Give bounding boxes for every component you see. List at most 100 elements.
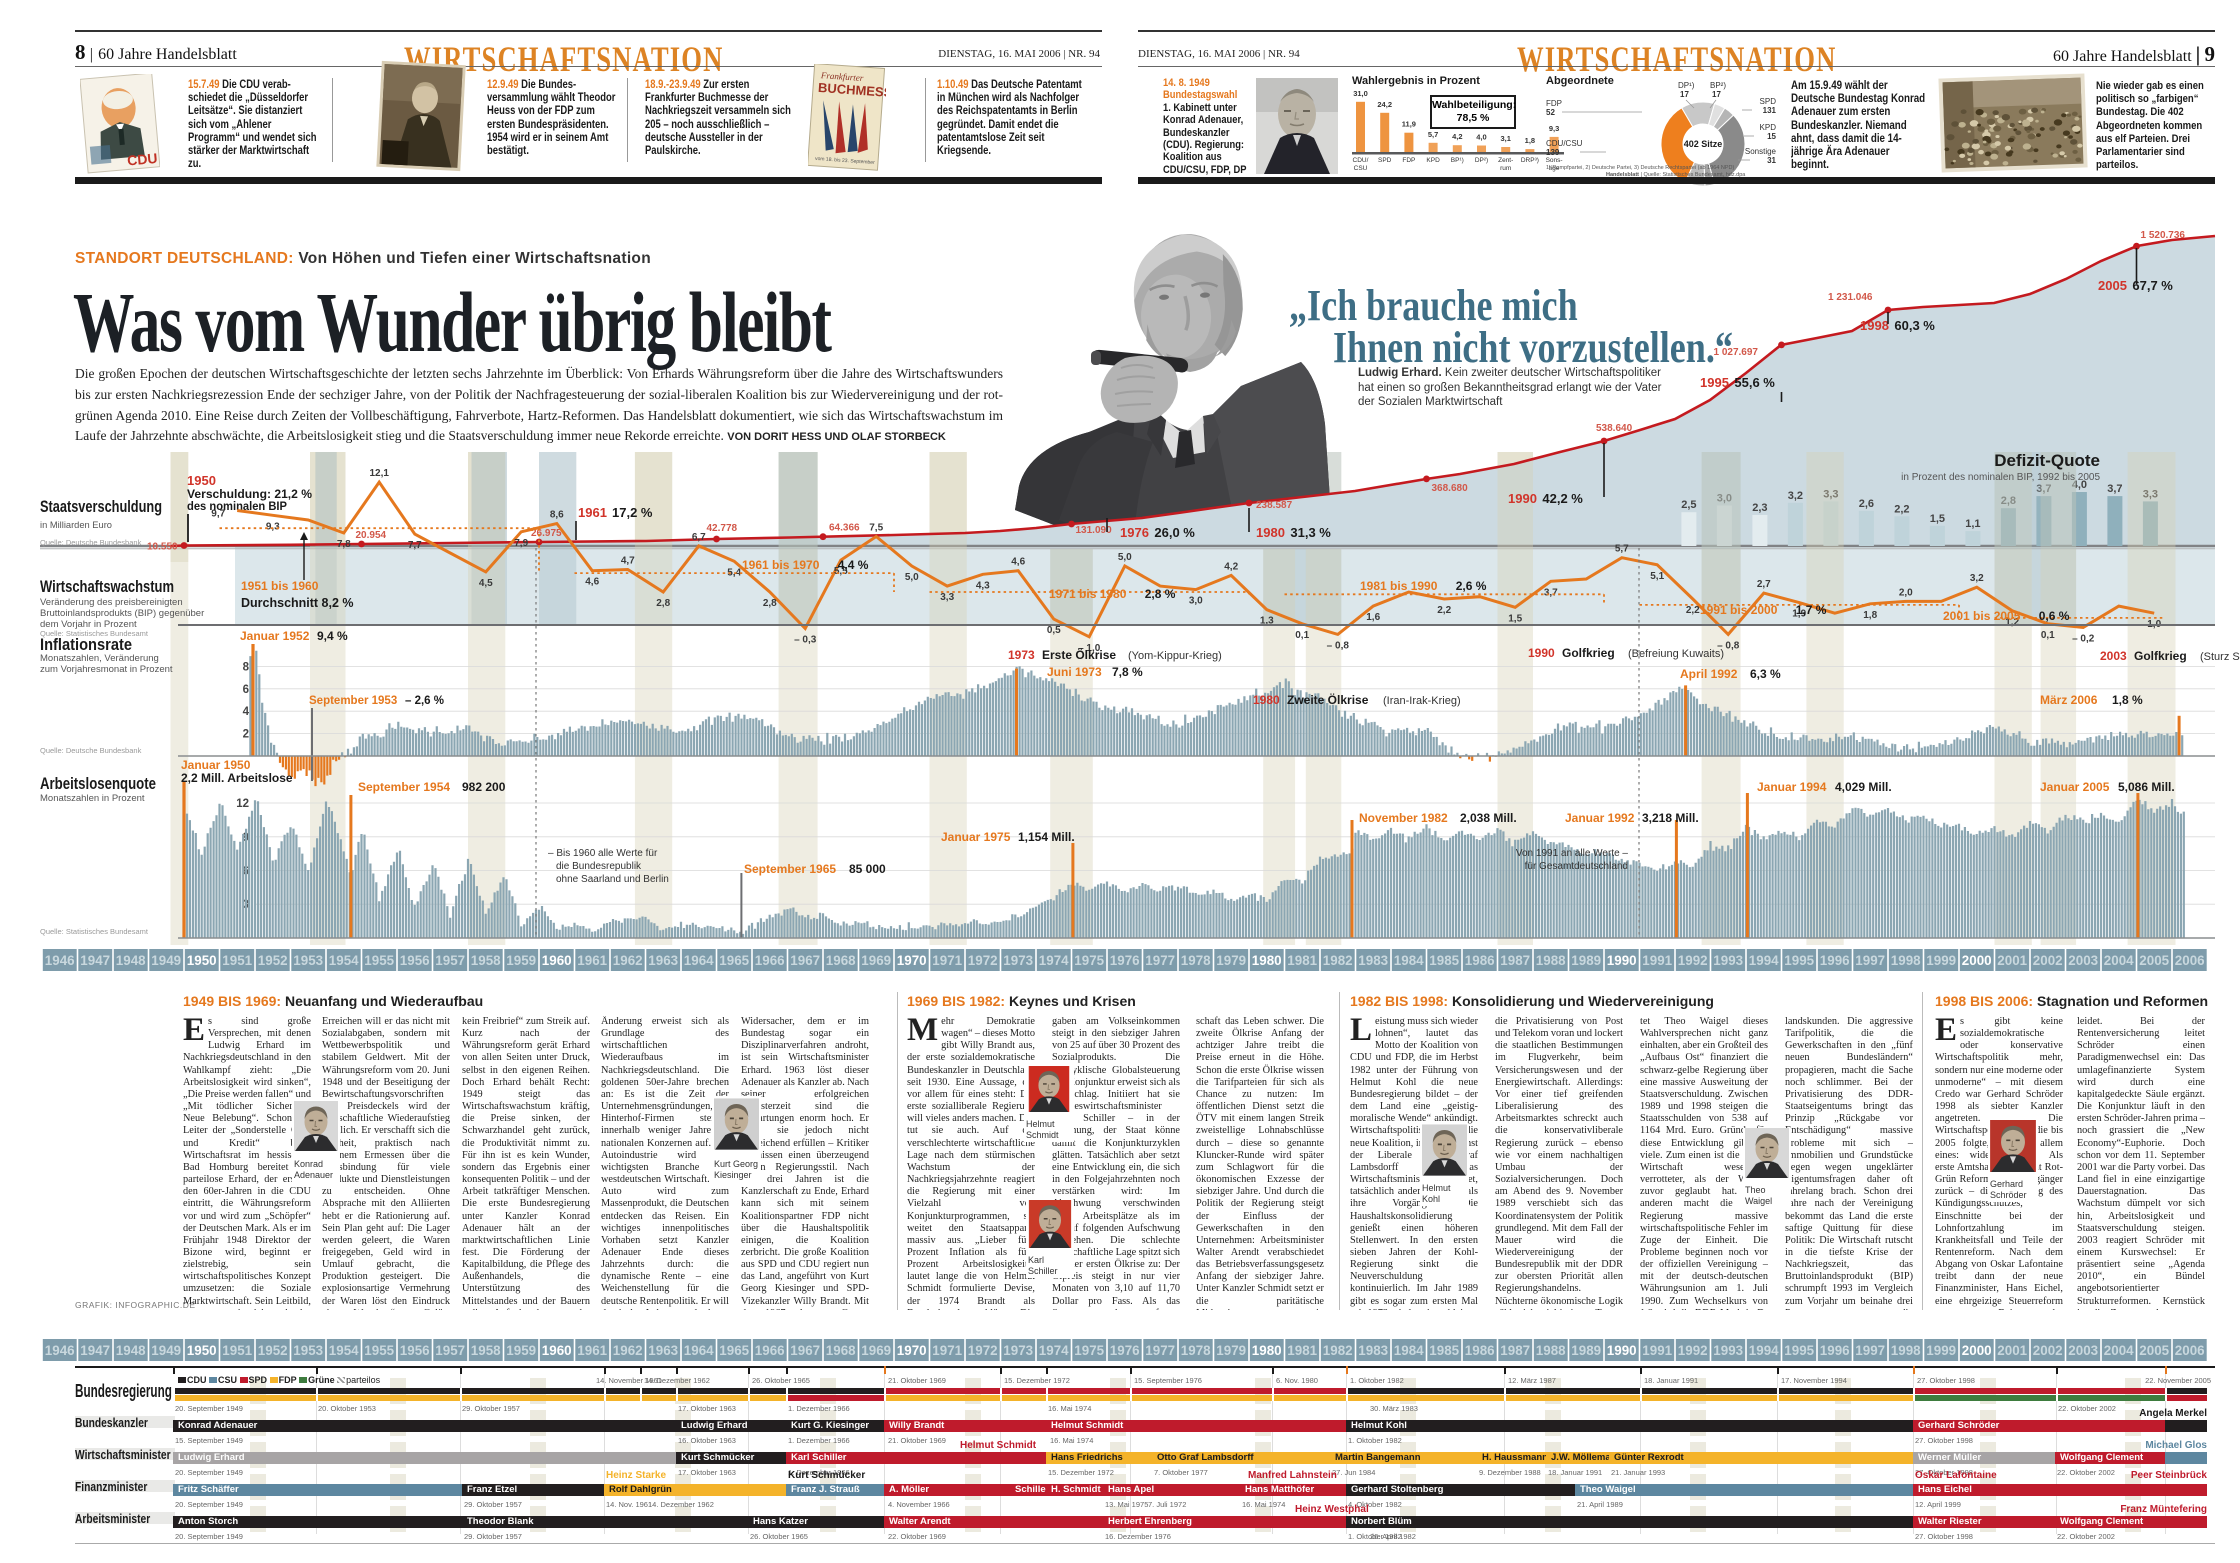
svg-text:1959: 1959 [506, 953, 536, 968]
svg-text:1991: 1991 [1642, 1343, 1672, 1358]
svg-text:5,7: 5,7 [1615, 544, 1629, 555]
svg-text:1963: 1963 [648, 953, 678, 968]
svg-text:1979: 1979 [1216, 1343, 1246, 1358]
svg-text:1991 bis 2000: 1991 bis 2000 [1700, 603, 1778, 617]
svg-text:1999: 1999 [1926, 1343, 1956, 1358]
svg-text:1952: 1952 [258, 1343, 288, 1358]
svg-text:Januar 1975: Januar 1975 [941, 830, 1011, 844]
svg-text:1950: 1950 [187, 953, 217, 968]
svg-text:1956: 1956 [400, 1343, 430, 1358]
svg-text:2001: 2001 [1997, 953, 2027, 968]
svg-text:12: 12 [236, 798, 249, 810]
svg-text:1951: 1951 [222, 953, 252, 968]
svg-text:BUCHMESSE: BUCHMESSE [818, 80, 886, 101]
svg-text:1,8: 1,8 [1525, 136, 1535, 145]
svg-text:2006: 2006 [2175, 953, 2205, 968]
svg-text:1,6: 1,6 [1366, 612, 1380, 623]
svg-text:3,7: 3,7 [2036, 483, 2051, 495]
svg-text:5,5: 5,5 [834, 566, 848, 577]
svg-text:7,8 %: 7,8 % [1112, 665, 1143, 679]
svg-text:3,1: 3,1 [1500, 134, 1510, 143]
svg-text:– 0,8: – 0,8 [1327, 640, 1350, 651]
svg-text:2,2: 2,2 [1894, 503, 1909, 515]
svg-text:1994: 1994 [1749, 1343, 1779, 1358]
svg-text:3,2: 3,2 [1970, 573, 1984, 584]
svg-text:67,7 %: 67,7 % [2132, 278, 2173, 293]
svg-text:26.975: 26.975 [531, 528, 562, 539]
svg-text:zum Vorjahresmonat in Prozent: zum Vorjahresmonat in Prozent [40, 664, 173, 675]
svg-text:1948: 1948 [116, 1343, 146, 1358]
svg-text:5,0: 5,0 [905, 572, 919, 583]
svg-text:1980: 1980 [1252, 1343, 1282, 1358]
svg-text:3,3: 3,3 [2143, 488, 2158, 500]
svg-text:1950: 1950 [187, 1343, 217, 1358]
svg-text:ohne Saarland und Berlin: ohne Saarland und Berlin [556, 874, 669, 885]
svg-text:die Bundesrepublik: die Bundesrepublik [556, 861, 642, 872]
svg-text:1965: 1965 [719, 953, 749, 968]
svg-text:4,0: 4,0 [1476, 133, 1486, 142]
svg-text:1971: 1971 [932, 953, 962, 968]
svg-text:Wirtschaftswachstum: Wirtschaftswachstum [40, 577, 174, 596]
svg-text:1987: 1987 [1500, 1343, 1530, 1358]
svg-text:1980: 1980 [1256, 525, 1285, 540]
svg-text:CDU/CSU: CDU/CSU [1546, 139, 1583, 148]
svg-text:2002: 2002 [2033, 1343, 2063, 1358]
svg-text:1,5: 1,5 [1508, 613, 1522, 624]
svg-text:1980: 1980 [1253, 693, 1280, 707]
svg-text:1950: 1950 [187, 473, 216, 488]
svg-text:2: 2 [243, 729, 249, 741]
svg-text:3,0: 3,0 [1717, 493, 1732, 505]
svg-text:7,8: 7,8 [337, 539, 351, 550]
svg-text:55,6 %: 55,6 % [1734, 375, 1775, 390]
svg-text:4,0: 4,0 [2072, 479, 2087, 491]
svg-text:in Milliarden Euro: in Milliarden Euro [40, 520, 112, 531]
svg-text:131.090: 131.090 [1076, 525, 1113, 536]
svg-text:0,1: 0,1 [2041, 630, 2055, 641]
svg-text:BP¹): BP¹) [1451, 157, 1464, 164]
svg-text:2005: 2005 [2139, 1343, 2169, 1358]
svg-text:1997: 1997 [1855, 1343, 1885, 1358]
svg-text:1972: 1972 [968, 1343, 998, 1358]
svg-text:2,6: 2,6 [1859, 498, 1874, 510]
svg-text:1969: 1969 [861, 953, 891, 968]
svg-text:FDP: FDP [1546, 99, 1562, 108]
svg-text:1980: 1980 [1252, 953, 1282, 968]
svg-text:2,8: 2,8 [2001, 495, 2016, 507]
svg-text:1970: 1970 [897, 953, 927, 968]
svg-text:2001: 2001 [1997, 1343, 2027, 1358]
svg-text:1960: 1960 [542, 1343, 572, 1358]
svg-text:2000: 2000 [1962, 1343, 1992, 1358]
svg-text:Juni 1973: Juni 1973 [1047, 665, 1102, 679]
svg-text:2003: 2003 [2100, 649, 2127, 663]
svg-text:SPD: SPD [1760, 97, 1777, 106]
svg-text:1963: 1963 [648, 1343, 678, 1358]
svg-text:in Prozent des nominalen BIP,: in Prozent des nominalen BIP, 1992 bis 2… [1901, 472, 2100, 483]
svg-text:BP²): BP²) [1710, 81, 1726, 90]
svg-text:368.680: 368.680 [1432, 483, 1469, 494]
svg-text:Erste Ölkrise: Erste Ölkrise [1042, 647, 1116, 662]
svg-text:1998: 1998 [1860, 318, 1889, 333]
svg-text:des nominalen BIP: des nominalen BIP [187, 499, 287, 513]
svg-text:Verschuldung: 21,2 %: Verschuldung: 21,2 % [187, 487, 312, 501]
svg-text:für Gesamtdeutschland: für Gesamtdeutschland [1525, 861, 1628, 872]
svg-text:1971: 1971 [932, 1343, 962, 1358]
svg-text:52: 52 [1546, 108, 1555, 117]
svg-text:1970: 1970 [897, 1343, 927, 1358]
svg-text:September 1953: September 1953 [309, 695, 397, 707]
svg-text:1978: 1978 [1181, 953, 1211, 968]
svg-text:1997: 1997 [1855, 953, 1885, 968]
svg-text:8: 8 [243, 661, 250, 673]
svg-text:1961: 1961 [578, 505, 607, 520]
svg-text:Quelle: Statistisches Bundesam: Quelle: Statistisches Bundesamt [40, 629, 149, 638]
svg-text:1953: 1953 [293, 953, 323, 968]
svg-text:4: 4 [243, 706, 250, 718]
svg-text:2,8 %: 2,8 % [1145, 587, 1176, 601]
svg-text:1981: 1981 [1287, 1343, 1317, 1358]
svg-text:1947: 1947 [80, 1343, 110, 1358]
svg-text:vom 18. bis 23. September: vom 18. bis 23. September [815, 156, 875, 166]
svg-text:1968: 1968 [826, 953, 856, 968]
svg-text:1966: 1966 [755, 953, 785, 968]
svg-text:Golfkrieg: Golfkrieg [1562, 646, 1615, 660]
svg-text:7,9: 7,9 [514, 538, 528, 549]
svg-text:1962: 1962 [613, 953, 643, 968]
